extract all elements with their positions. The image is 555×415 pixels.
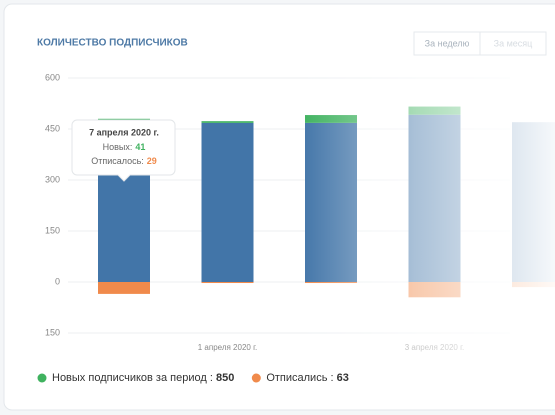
tooltip-label: Новых:: [103, 142, 133, 152]
legend-marker: [251, 373, 261, 383]
tooltip-box: [71, 119, 176, 182]
tooltip-value: 41: [135, 142, 145, 152]
legend-total: 850: [216, 372, 234, 384]
y-tick-label: 0: [55, 276, 60, 286]
legend-sep: :: [207, 372, 216, 384]
y-tick-label: 150: [45, 225, 60, 235]
bar-segment: [201, 282, 254, 284]
legend-total: 63: [337, 372, 349, 384]
y-tick-label: 450: [45, 123, 60, 133]
tooltip-row: Отписалось: 29: [91, 156, 157, 166]
y-tick-label: 300: [45, 174, 60, 184]
bar-segment: [201, 121, 254, 123]
legend-marker: [37, 373, 47, 383]
tooltip-row: Новых: 41: [103, 142, 146, 152]
legend-name: Отписались: [266, 372, 327, 384]
x-tick-label: 1 апреля 2020 г.: [198, 343, 258, 352]
y-tick-label: 150: [45, 327, 60, 337]
y-tick-label: 600: [45, 72, 60, 82]
tooltip-label: Отписалось:: [91, 156, 144, 166]
fade-overlay: [300, 60, 555, 360]
tab-button-label: За неделю: [425, 38, 470, 48]
tooltip-value: 29: [147, 156, 157, 166]
bar-segment: [98, 282, 150, 294]
chart-title: КОЛИЧЕСТВО ПОДПИСЧИКОВ: [37, 38, 188, 49]
legend-entry: Отписались : 63: [266, 372, 349, 384]
legend-sep: :: [327, 372, 336, 384]
tab-button-label: За месяц: [494, 38, 533, 48]
bar-segment: [201, 122, 254, 282]
legend-entry: Новых подписчиков за период : 850: [52, 372, 234, 384]
tab-button[interactable]: [479, 31, 547, 56]
legend-name: Новых подписчиков за период: [52, 372, 207, 384]
tooltip-title: 7 апреля 2020 г.: [89, 127, 159, 137]
